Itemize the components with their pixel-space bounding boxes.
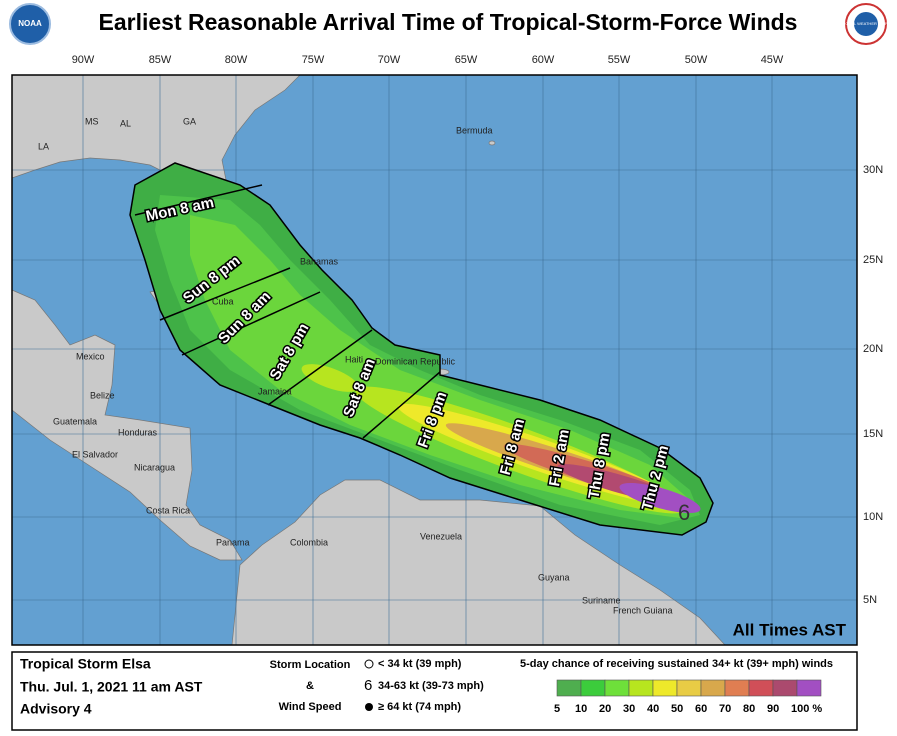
colorbar-label: 5 [554,703,560,715]
colorbar-label: 50 [671,703,683,715]
colorbar-swatch [628,679,654,697]
colorbar-swatch [580,679,606,697]
place-label: Honduras [118,427,158,437]
logo-text: NATIONAL WEATHER SERVICE [837,21,896,26]
place-label: Colombia [290,537,328,547]
isochrone [362,371,441,439]
lat-label: 25N [863,254,883,266]
place-label: Haiti [345,354,363,364]
colorbar-swatch [604,679,630,697]
advisory-number: Advisory 4 [20,701,92,717]
colorbar-swatch [772,679,798,697]
symbol-weak [364,659,374,669]
legend-heading: Storm Location [270,659,351,671]
place-label: Dominican Republic [375,356,456,366]
colorbar-label: 30 [623,703,635,715]
colorbar-swatch [676,679,702,697]
colorbar-label: 70 [719,703,731,715]
cone-band [190,215,690,518]
place-label: French Guiana [613,605,673,615]
colorbar-swatch [748,679,774,697]
place-label: El Salvador [72,449,118,459]
place-label: Venezuela [420,531,462,541]
lon-label: 80W [225,54,248,66]
lon-label: 45W [761,54,784,66]
place-label: Costa Rica [146,505,190,515]
legend-heading: & [306,680,314,692]
colorbar-swatch [556,679,582,697]
legend-symbol-label: ≥ 64 kt (74 mph) [378,701,461,713]
logo-text: NOAA [18,19,42,28]
colorbar-label: 90 [767,703,779,715]
title: Earliest Reasonable Arrival Time of Trop… [99,9,798,35]
isochrone [267,329,373,406]
place-label: Belize [90,390,115,400]
place-label: MS [85,116,99,126]
advisory-date: Thu. Jul. 1, 2021 11 am AST [20,679,203,695]
nws-logo-inner [854,12,878,36]
lon-label: 60W [532,54,555,66]
colorbar-swatch [796,679,822,697]
lat-label: 10N [863,511,883,523]
isochrone [134,184,263,216]
wind-cone: 6 [129,162,714,536]
place-label: LA [38,141,49,151]
lat-label: 30N [863,164,883,176]
place-label: Panama [216,537,250,547]
lon-label: 90W [72,54,95,66]
place-label: Jamaica [258,386,292,396]
colorbar-swatch [724,679,750,697]
symbol-hurricane [365,703,373,711]
place-label: Bermuda [456,125,493,135]
legend-symbol-label: < 34 kt (39 mph) [378,658,462,670]
land-central-america [11,289,243,561]
place-label: Nicaragua [134,462,175,472]
symbol-storm: 6 [364,677,372,694]
place-label: Bahamas [300,256,339,266]
lat-label: 20N [863,343,883,355]
lon-label: 85W [149,54,172,66]
legend-symbol-label: 34-63 kt (39-73 mph) [378,680,484,692]
colorbar-label: 80 [743,703,755,715]
colorbar-swatch [652,679,678,697]
legend-heading: Wind Speed [279,701,342,713]
lat-label: 15N [863,428,883,440]
colorbar-label: 40 [647,703,659,715]
isochrone [181,291,321,356]
colorbar-label: 10 [575,703,587,715]
place-label: Mexico [76,351,105,361]
place-label: Guatemala [53,416,97,426]
colorbar-label: 100 % [791,703,822,715]
lon-label: 70W [378,54,401,66]
place-label: Suriname [582,595,621,605]
noaa-logo [9,3,51,45]
colorbar: 5 10 20 30 40 50 60 70 80 90 100 % [554,679,822,715]
land-south-america [231,479,726,646]
land-bermuda [488,140,496,146]
time-zone-note: All Times AST [733,620,847,639]
place-label: AL [120,118,131,128]
colorbar-swatch [700,679,726,697]
colorbar-title: 5-day chance of receiving sustained 34+ … [520,658,833,670]
storm-name: Tropical Storm Elsa [20,656,151,672]
lon-label: 75W [302,54,325,66]
lon-label: 65W [455,54,478,66]
place-label: GA [183,116,196,126]
colorbar-label: 60 [695,703,707,715]
storm-symbol: 6 [678,500,690,525]
place-label: Guyana [538,572,570,582]
lat-label: 5N [863,594,877,606]
place-label: Cuba [212,296,234,306]
colorbar-label: 20 [599,703,611,715]
lon-label: 55W [608,54,631,66]
map-border [11,74,858,646]
cone-band [619,482,701,514]
lon-label: 50W [685,54,708,66]
isochrone [159,267,291,321]
map: 6 [11,74,857,646]
